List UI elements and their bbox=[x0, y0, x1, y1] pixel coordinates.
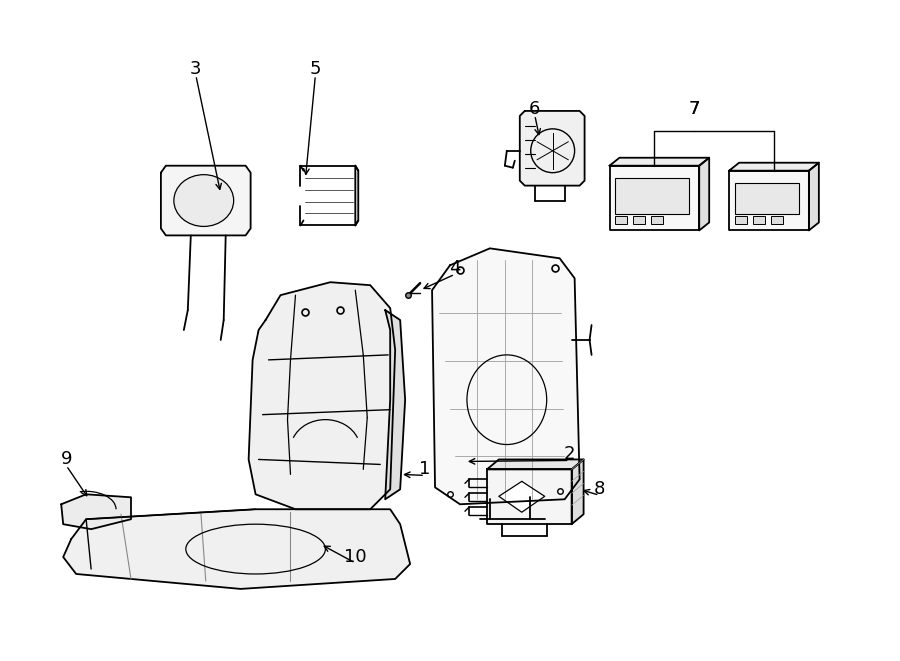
Ellipse shape bbox=[174, 175, 234, 227]
Polygon shape bbox=[699, 158, 709, 231]
Text: 3: 3 bbox=[190, 60, 202, 78]
Polygon shape bbox=[499, 481, 544, 512]
Text: 6: 6 bbox=[529, 100, 540, 118]
Text: 8: 8 bbox=[594, 481, 605, 498]
Polygon shape bbox=[63, 509, 410, 589]
Text: 2: 2 bbox=[564, 446, 575, 463]
Polygon shape bbox=[248, 282, 395, 509]
Polygon shape bbox=[729, 171, 809, 231]
Polygon shape bbox=[356, 166, 358, 225]
Bar bbox=[616, 178, 689, 214]
Bar bbox=[753, 217, 765, 225]
Bar bbox=[735, 217, 747, 225]
Polygon shape bbox=[487, 469, 572, 524]
Text: 7: 7 bbox=[688, 100, 700, 118]
Text: 1: 1 bbox=[419, 461, 431, 479]
Text: 4: 4 bbox=[449, 259, 461, 277]
Polygon shape bbox=[61, 494, 131, 529]
Polygon shape bbox=[609, 158, 709, 166]
Text: 5: 5 bbox=[310, 60, 321, 78]
Polygon shape bbox=[432, 249, 580, 504]
Polygon shape bbox=[385, 310, 405, 499]
Polygon shape bbox=[161, 166, 250, 235]
Polygon shape bbox=[487, 459, 583, 469]
Bar bbox=[735, 182, 799, 214]
Text: 9: 9 bbox=[60, 450, 72, 469]
Text: 7: 7 bbox=[688, 100, 700, 118]
Polygon shape bbox=[520, 111, 585, 186]
Bar bbox=[616, 217, 627, 225]
Bar bbox=[652, 217, 663, 225]
Bar bbox=[771, 217, 783, 225]
Bar bbox=[634, 217, 645, 225]
Polygon shape bbox=[609, 166, 699, 231]
Polygon shape bbox=[572, 459, 583, 524]
Text: 10: 10 bbox=[344, 548, 366, 566]
Polygon shape bbox=[809, 163, 819, 231]
Polygon shape bbox=[729, 163, 819, 171]
